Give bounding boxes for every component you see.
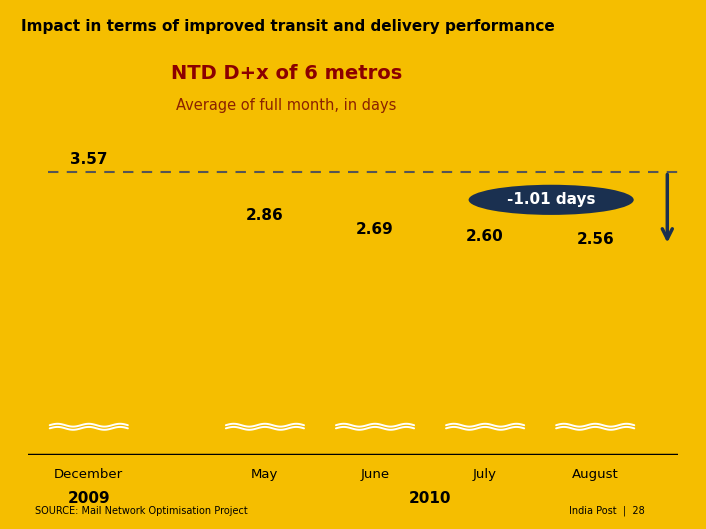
Bar [554, 252, 637, 423]
Text: May: May [251, 468, 279, 481]
Bar [224, 228, 306, 423]
Bar [444, 249, 527, 423]
Text: 2.56: 2.56 [576, 232, 614, 247]
Text: SOURCE: Mail Network Optimisation Project: SOURCE: Mail Network Optimisation Projec… [35, 506, 248, 516]
Bar [47, 171, 130, 423]
Text: 2.69: 2.69 [356, 222, 394, 237]
Text: June: June [361, 468, 390, 481]
Text: December: December [54, 468, 124, 481]
Text: 2009: 2009 [68, 491, 110, 506]
Text: 2.86: 2.86 [246, 208, 284, 223]
Text: -1.01 days: -1.01 days [507, 193, 595, 207]
Text: India Post  |  28: India Post | 28 [569, 506, 645, 516]
Bar [334, 431, 417, 455]
Bar [334, 241, 417, 423]
Ellipse shape [469, 185, 634, 215]
Bar [554, 431, 637, 455]
Text: July: July [473, 468, 497, 481]
Bar [224, 431, 306, 455]
Text: NTD D+x of 6 metros: NTD D+x of 6 metros [171, 64, 402, 83]
Bar [47, 431, 130, 455]
Bar [444, 431, 527, 455]
Text: Average of full month, in days: Average of full month, in days [176, 98, 397, 113]
Text: 2010: 2010 [409, 491, 451, 506]
Text: Impact in terms of improved transit and delivery performance: Impact in terms of improved transit and … [21, 19, 555, 33]
Text: August: August [572, 468, 618, 481]
Text: 3.57: 3.57 [70, 152, 107, 167]
Text: 2.60: 2.60 [466, 229, 504, 244]
